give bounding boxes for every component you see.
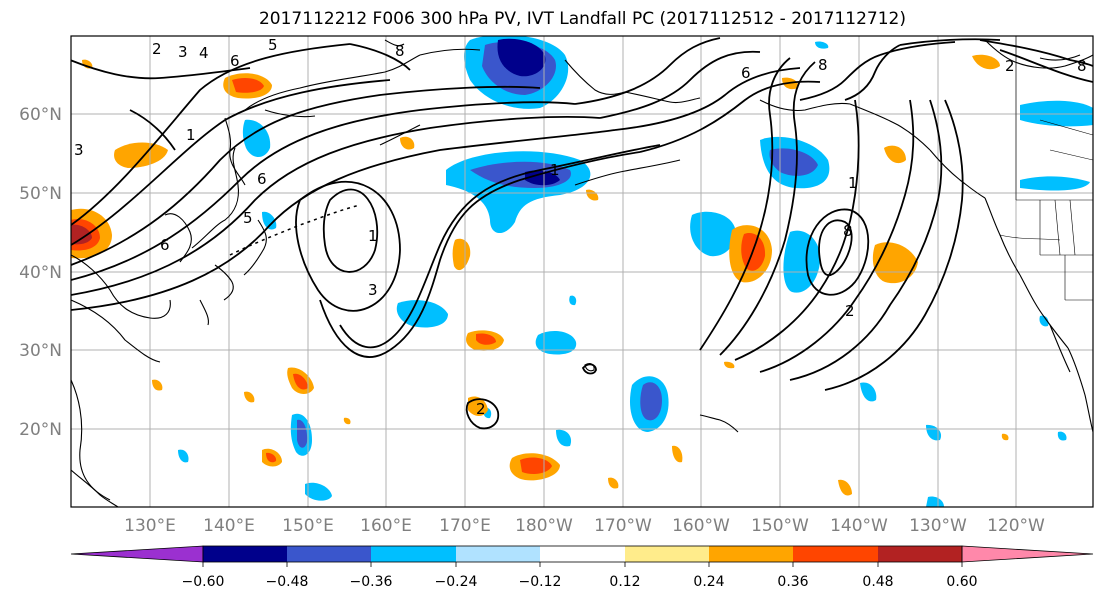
- colorbar-segment: [456, 546, 540, 562]
- contour-label: 6: [741, 64, 751, 82]
- colorbar-segment: [287, 546, 371, 562]
- contour-label: 1: [848, 174, 858, 192]
- lon-label: 140°W: [830, 516, 888, 536]
- lon-label: 160°W: [672, 516, 730, 536]
- colorbar-segment: [793, 546, 878, 562]
- lon-label: 160°E: [360, 516, 412, 536]
- colorbar-tick-label: 0.24: [693, 574, 724, 590]
- contour-label: 3: [74, 141, 84, 159]
- lon-label: 170°E: [439, 516, 491, 536]
- lon-label: 180°W: [515, 516, 573, 536]
- colorbar-tick-label: −0.12: [519, 574, 562, 590]
- colorbar-segment: [625, 546, 709, 562]
- contour-label: 6: [257, 170, 267, 188]
- colorbar-tick-label: 0.60: [946, 574, 977, 590]
- colorbar-segment: [203, 546, 287, 562]
- contour-label: 2: [152, 40, 162, 58]
- lat-label: 50°N: [19, 184, 62, 204]
- colorbar-outline: [202, 545, 963, 563]
- lat-label: 60°N: [19, 105, 62, 125]
- colorbar-tick-label: −0.48: [266, 574, 309, 590]
- colorbar-tick-label: 0.12: [609, 574, 640, 590]
- map-title: 2017112212 F006 300 hPa PV, IVT Landfall…: [258, 9, 906, 29]
- contour-label: 5: [268, 36, 278, 54]
- borders: [999, 36, 1093, 301]
- colorbar-tick-label: 0.48: [862, 574, 893, 590]
- pv-contours: [71, 37, 1093, 430]
- colorbar-segment: [540, 546, 625, 562]
- colorbar: −0.60 −0.48 −0.36 −0.24 −0.12 0.12 0.24 …: [70, 545, 1094, 590]
- lat-label: 30°N: [19, 341, 62, 361]
- contour-label: 8: [818, 56, 828, 74]
- contour-label: 4: [199, 44, 209, 62]
- colorbar-ticks: −0.60 −0.48 −0.36 −0.24 −0.12 0.12 0.24 …: [182, 574, 978, 590]
- pv-shading: [71, 36, 1093, 507]
- colorbar-segments: [70, 545, 1094, 567]
- colorbar-extend-min: [70, 545, 204, 563]
- contour-label: 1: [186, 126, 196, 144]
- contour-label: 3: [178, 43, 188, 61]
- colorbar-tick-label: −0.36: [350, 574, 393, 590]
- contour-label: 2: [1005, 57, 1015, 75]
- colorbar-segment: [709, 546, 793, 562]
- colorbar-segment: [878, 546, 962, 562]
- contour-label: 1: [550, 161, 560, 179]
- lon-label: 130°E: [124, 516, 176, 536]
- colorbar-tick-label: −0.60: [182, 574, 225, 590]
- colorbar-extend-max: [961, 545, 1094, 563]
- contour-label: 8: [1077, 57, 1087, 75]
- lon-label: 130°W: [909, 516, 967, 536]
- lon-label: 120°W: [987, 516, 1045, 536]
- pv-contour-dashed: [229, 204, 361, 256]
- lat-axis: 60°N 50°N 40°N 30°N 20°N: [19, 105, 62, 440]
- contour-label: 6: [230, 52, 240, 70]
- lon-label: 150°W: [751, 516, 809, 536]
- contour-label: 8: [395, 42, 405, 60]
- colorbar-tick-label: 0.36: [777, 574, 808, 590]
- map-frame: [70, 35, 1094, 508]
- contour-label: 8: [843, 222, 853, 240]
- colorbar-segment: [371, 546, 456, 562]
- colorbar-tick-label: −0.24: [435, 574, 478, 590]
- contour-labels: 2 3 4 5 6 8 1 1 6 5 3 1 3 6 8 1 8 2 2 8 …: [74, 36, 1087, 418]
- lon-axis: 130°E 140°E 150°E 160°E 170°E 180°W 170°…: [124, 516, 1045, 536]
- contour-label: 1: [368, 227, 378, 245]
- lat-label: 40°N: [19, 263, 62, 283]
- contour-label: 2: [476, 400, 486, 418]
- contour-label: 3: [368, 281, 378, 299]
- contour-label: 5: [243, 209, 253, 227]
- lon-label: 140°E: [203, 516, 255, 536]
- contour-label: 6: [160, 236, 170, 254]
- lon-label: 170°W: [594, 516, 652, 536]
- lat-label: 20°N: [19, 420, 62, 440]
- lon-label: 150°E: [282, 516, 334, 536]
- contour-label: 2: [845, 302, 855, 320]
- map-layers: [71, 36, 1093, 507]
